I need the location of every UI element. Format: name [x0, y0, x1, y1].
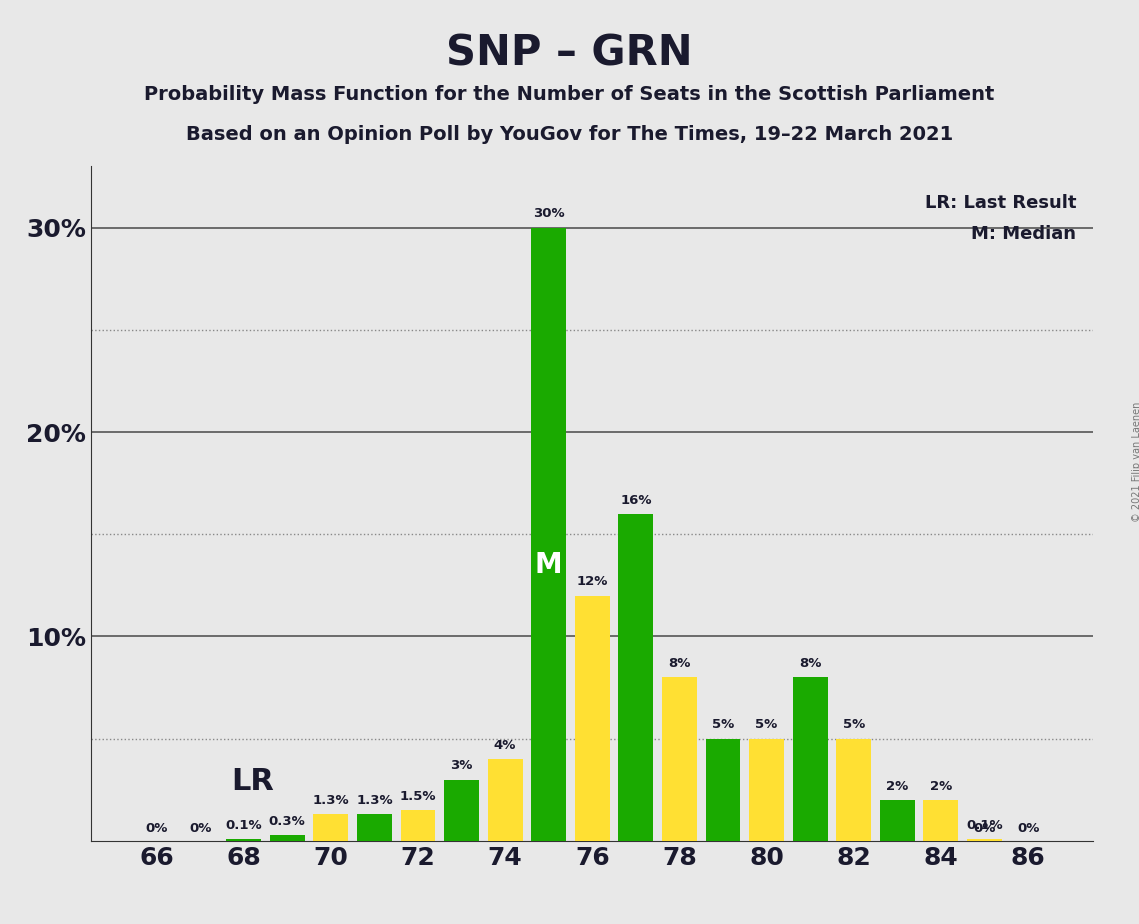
Bar	[749, 738, 784, 841]
Bar	[836, 738, 871, 841]
Bar	[531, 227, 566, 841]
Text: 1.3%: 1.3%	[357, 794, 393, 808]
Text: 2%: 2%	[929, 780, 952, 793]
Text: 0%: 0%	[146, 821, 167, 834]
Text: 5%: 5%	[712, 719, 735, 732]
Text: © 2021 Filip van Laenen: © 2021 Filip van Laenen	[1132, 402, 1139, 522]
Bar	[793, 677, 828, 841]
Bar	[705, 738, 740, 841]
Bar	[487, 760, 523, 841]
Text: 16%: 16%	[620, 493, 652, 506]
Bar	[880, 800, 915, 841]
Text: 5%: 5%	[843, 719, 865, 732]
Text: 0.1%: 0.1%	[226, 819, 262, 832]
Text: 8%: 8%	[798, 657, 821, 670]
Bar	[227, 839, 261, 841]
Text: LR: Last Result: LR: Last Result	[925, 194, 1076, 212]
Text: 3%: 3%	[450, 760, 473, 772]
Bar	[967, 839, 1002, 841]
Bar	[313, 814, 349, 841]
Text: 0.1%: 0.1%	[966, 819, 1002, 832]
Text: M: M	[535, 551, 563, 579]
Text: 2%: 2%	[886, 780, 909, 793]
Bar	[401, 810, 435, 841]
Text: 4%: 4%	[494, 739, 516, 752]
Text: LR: LR	[231, 767, 273, 796]
Bar	[662, 677, 697, 841]
Text: 1.5%: 1.5%	[400, 790, 436, 803]
Text: 0.3%: 0.3%	[269, 815, 305, 828]
Text: 5%: 5%	[755, 719, 778, 732]
Bar	[618, 514, 654, 841]
Text: 0%: 0%	[1017, 821, 1039, 834]
Text: SNP – GRN: SNP – GRN	[446, 32, 693, 74]
Text: Based on an Opinion Poll by YouGov for The Times, 19–22 March 2021: Based on an Opinion Poll by YouGov for T…	[186, 125, 953, 144]
Text: Probability Mass Function for the Number of Seats in the Scottish Parliament: Probability Mass Function for the Number…	[145, 85, 994, 104]
Text: 30%: 30%	[533, 208, 565, 221]
Bar	[444, 780, 480, 841]
Text: 0%: 0%	[189, 821, 211, 834]
Text: 0%: 0%	[974, 821, 995, 834]
Bar	[575, 596, 609, 841]
Bar	[924, 800, 958, 841]
Text: 12%: 12%	[576, 576, 608, 589]
Bar	[357, 814, 392, 841]
Text: 8%: 8%	[669, 657, 690, 670]
Text: M: Median: M: Median	[972, 225, 1076, 243]
Text: 1.3%: 1.3%	[312, 794, 350, 808]
Bar	[270, 834, 304, 841]
